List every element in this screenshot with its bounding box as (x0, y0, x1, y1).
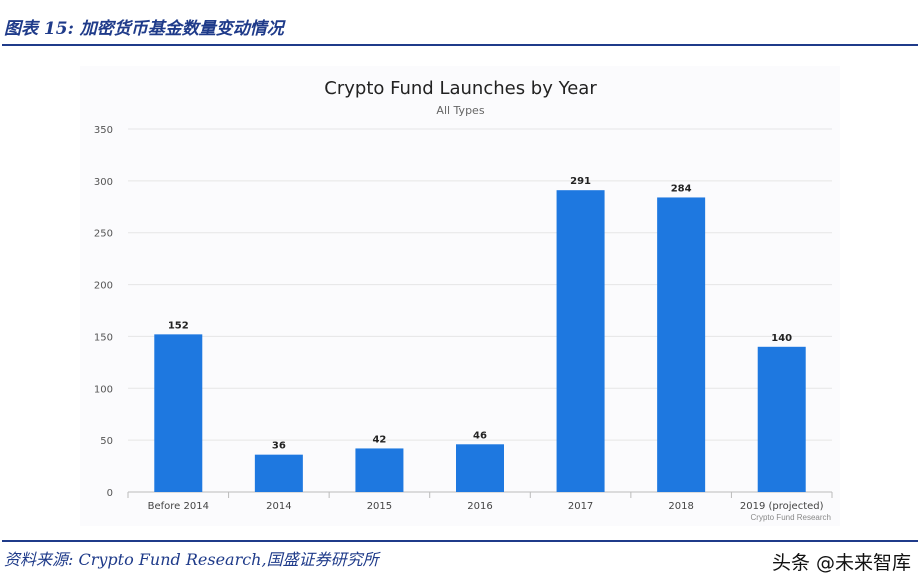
top-rule (2, 44, 918, 46)
x-tick-label: 2017 (568, 501, 593, 512)
data-label: 140 (771, 333, 792, 344)
x-tick-label: 2019 (projected) (740, 501, 824, 512)
y-tick-label: 200 (94, 281, 113, 292)
x-tick-label: 2014 (266, 501, 291, 512)
bar (254, 454, 303, 492)
data-label: 152 (168, 320, 189, 331)
x-tick-label: Before 2014 (148, 501, 209, 512)
data-label: 46 (473, 430, 487, 441)
x-tick-label: 2018 (668, 501, 693, 512)
y-tick-label: 250 (94, 229, 113, 240)
data-label: 36 (272, 441, 286, 452)
bar (355, 448, 404, 492)
data-label: 284 (671, 183, 692, 194)
y-tick-label: 100 (94, 384, 113, 395)
watermark: 头条 @未来智库 (771, 552, 911, 574)
chart-subtitle: All Types (436, 104, 485, 117)
x-tick-label: 2015 (367, 501, 392, 512)
bar (657, 197, 706, 493)
y-tick-label: 350 (94, 125, 113, 136)
bar (154, 334, 203, 492)
bottom-rule (2, 540, 918, 542)
data-label: 291 (570, 176, 591, 187)
bar (556, 190, 605, 493)
y-tick-label: 300 (94, 177, 113, 188)
y-tick-label: 150 (94, 332, 113, 343)
source-note: 资料来源: Crypto Fund Research,国盛证券研究所 (4, 550, 379, 569)
bar (456, 444, 504, 492)
data-label: 42 (372, 434, 386, 445)
x-tick-label: 2016 (467, 501, 492, 512)
y-tick-label: 50 (100, 436, 113, 447)
chart-credit: Crypto Fund Research (750, 513, 831, 522)
y-tick-label: 0 (107, 488, 113, 499)
figure-title: 图表 15: 加密货币基金数量变动情况 (4, 19, 284, 39)
chart-title: Crypto Fund Launches by Year (324, 78, 597, 99)
bar (757, 346, 806, 492)
